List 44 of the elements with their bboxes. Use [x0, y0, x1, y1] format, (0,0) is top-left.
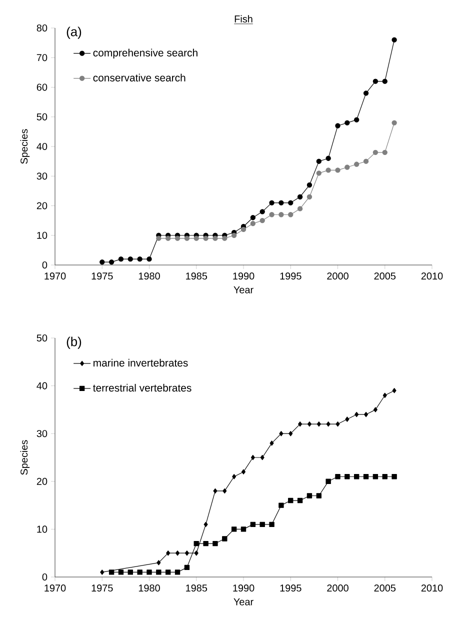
- y-tick-label: 20: [36, 202, 48, 210]
- legend-label: marine invertebrates: [94, 358, 188, 367]
- y-tick-label: 50: [36, 113, 48, 120]
- x-tick-label: 1970: [44, 272, 66, 280]
- y-tick-label: 30: [36, 172, 48, 180]
- annotation: (a): [66, 26, 82, 39]
- y-tick-label: 40: [36, 142, 48, 150]
- x-tick-label: 1975: [92, 584, 113, 592]
- y-tick-label: 40: [36, 382, 48, 390]
- x-tick-label: 1980: [138, 584, 160, 592]
- x-tick-label: 1995: [280, 584, 302, 592]
- y-tick-label: 0: [42, 261, 48, 269]
- x-tick-label: 1970: [44, 584, 66, 592]
- x-tick-label: 2005: [374, 272, 396, 280]
- x-tick-label: 2000: [327, 584, 348, 592]
- y-tick-label: 0: [42, 573, 48, 581]
- y-tick-label: 50: [36, 334, 48, 342]
- x-tick-label: 1985: [186, 584, 208, 592]
- chart-title: Fish: [234, 15, 252, 22]
- x-tick-label: 1980: [138, 272, 160, 280]
- x-axis-title: Year: [234, 286, 254, 294]
- x-tick-label: 2000: [327, 272, 348, 280]
- y-axis-title: Species: [20, 440, 30, 475]
- y-tick-label: 70: [36, 54, 48, 62]
- y-tick-label: 80: [36, 24, 48, 32]
- legend-label: terrestrial vertebrates: [93, 384, 192, 392]
- y-tick-label: 20: [36, 478, 48, 485]
- x-tick-label: 1985: [186, 272, 208, 280]
- x-axis-title: Year: [234, 598, 254, 606]
- x-tick-label: 1990: [233, 584, 254, 592]
- y-axis-title: Species: [20, 129, 30, 164]
- x-tick-label: 1995: [280, 272, 302, 280]
- x-tick-label: 1975: [92, 272, 113, 280]
- x-tick-label: 2005: [374, 584, 396, 592]
- y-tick-label: 30: [36, 430, 48, 438]
- y-tick-label: 60: [36, 84, 48, 91]
- y-tick-label: 10: [37, 526, 48, 533]
- x-tick-label: 1990: [233, 272, 254, 280]
- x-tick-label: 2010: [421, 584, 443, 592]
- legend-label: comprehensive search: [93, 48, 198, 59]
- legend-label: conservative search: [93, 74, 186, 82]
- x-tick-label: 2010: [421, 272, 443, 280]
- y-tick-label: 10: [37, 232, 48, 239]
- annotation: (b): [66, 336, 82, 349]
